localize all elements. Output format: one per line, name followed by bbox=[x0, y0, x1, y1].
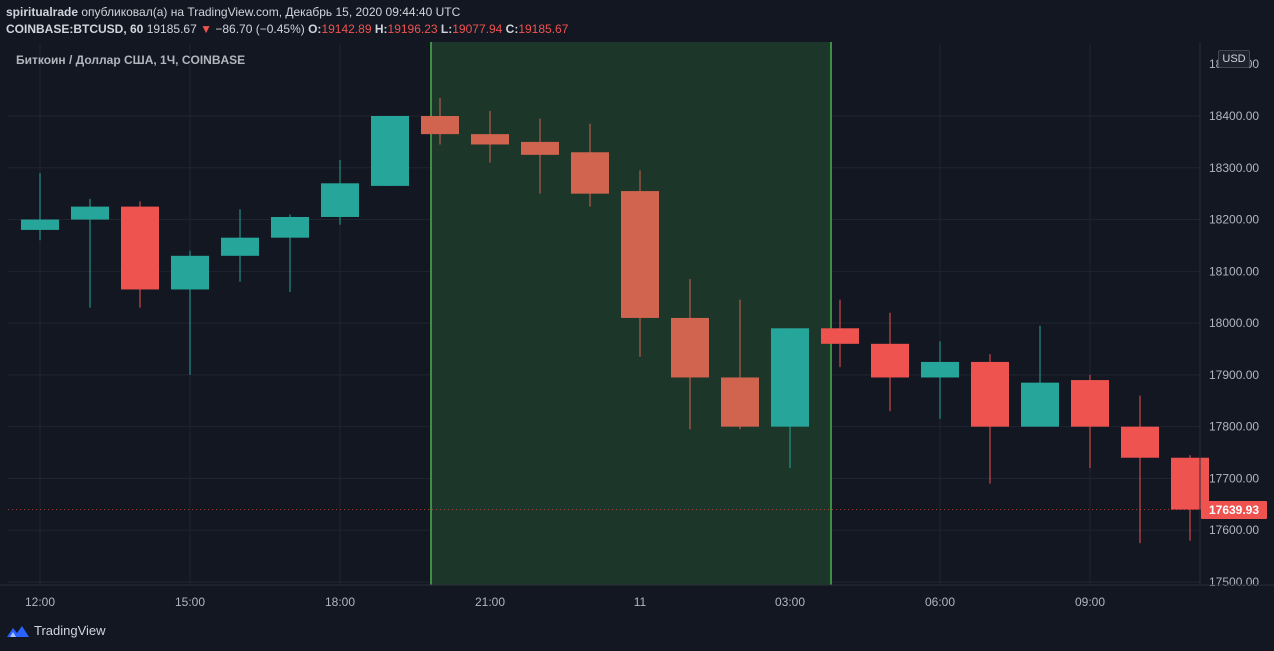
x-tick-label: 12:00 bbox=[25, 595, 55, 609]
candle-body bbox=[1021, 382, 1059, 427]
candlestick-chart[interactable]: 18400.00 18300.00 18200.00 18100.00 18000.00… bbox=[0, 42, 1274, 613]
ohlc-legend: COINBASE:BTCUSD, 60 19185.67 ▼ −86.70 (−… bbox=[6, 22, 568, 36]
candle-body bbox=[171, 255, 209, 290]
close-value: 19185.67 bbox=[518, 22, 569, 36]
x-tick-label: 11 bbox=[634, 595, 647, 609]
last-price: 19185.67 bbox=[146, 22, 197, 36]
close-label: C: bbox=[505, 22, 519, 36]
high-value: 19196.23 bbox=[387, 22, 438, 36]
footer: TradingView bbox=[0, 613, 1274, 651]
candle-body bbox=[421, 116, 459, 135]
x-tick-label: 03:00 bbox=[775, 595, 805, 609]
high-label: H: bbox=[374, 22, 388, 36]
y-tick-label: 17700.00 bbox=[1209, 471, 1259, 485]
candle-body bbox=[871, 343, 909, 378]
last-price-tag: 17639.93 bbox=[1201, 501, 1267, 519]
x-tick-label: 06:00 bbox=[925, 595, 955, 609]
candle-body bbox=[371, 116, 409, 186]
publish-info: spiritualrade опубликовал(а) на TradingV… bbox=[6, 5, 460, 19]
low-value: 19077.94 bbox=[452, 22, 503, 36]
candle-body bbox=[221, 237, 259, 256]
candle-body bbox=[121, 206, 159, 290]
candle-body bbox=[1121, 426, 1159, 458]
candle-body bbox=[1071, 380, 1109, 427]
open-value: 19142.89 bbox=[321, 22, 372, 36]
candle-body bbox=[71, 206, 109, 220]
tradingview-brand: TradingView bbox=[34, 623, 106, 638]
candle-body bbox=[21, 219, 59, 230]
candle-body bbox=[671, 317, 709, 378]
series-label: Биткоин / Доллар США, 1Ч, COINBASE bbox=[16, 53, 246, 67]
candle-body bbox=[571, 152, 609, 194]
price-change: −86.70 (−0.45%) bbox=[215, 22, 305, 36]
x-tick-label: 15:00 bbox=[175, 595, 205, 609]
y-tick-label: 17500.00 bbox=[1209, 575, 1259, 589]
y-tick-label: 17900.00 bbox=[1209, 368, 1259, 382]
candle-body bbox=[1171, 457, 1209, 510]
symbol-label[interactable]: COINBASE:BTCUSD, 60 bbox=[6, 22, 144, 36]
down-arrow-icon: ▼ bbox=[200, 22, 212, 36]
y-tick-label: 17600.00 bbox=[1209, 523, 1259, 537]
x-tick-label: 18:00 bbox=[325, 595, 355, 609]
y-tick-label: 18300.00 bbox=[1209, 161, 1259, 175]
candle-body bbox=[821, 328, 859, 344]
candle-body bbox=[921, 361, 959, 378]
y-tick-label: 18200.00 bbox=[1209, 213, 1259, 227]
x-tick-label: 09:00 bbox=[1075, 595, 1105, 609]
candle-body bbox=[621, 191, 659, 318]
y-tick-label: 18400.00 bbox=[1209, 109, 1259, 123]
y-tick-label: 18000.00 bbox=[1209, 316, 1259, 330]
tradingview-logo[interactable]: TradingView bbox=[6, 623, 106, 638]
low-label: L: bbox=[440, 22, 453, 36]
open-label: O: bbox=[308, 22, 322, 36]
candle-body bbox=[521, 141, 559, 155]
published-text: опубликовал(а) на TradingView.com, Декаб… bbox=[81, 5, 461, 19]
chart-header: spiritualrade опубликовал(а) на TradingV… bbox=[0, 0, 1274, 42]
x-tick-label: 21:00 bbox=[475, 595, 505, 609]
candle-body bbox=[721, 377, 759, 427]
candle-body bbox=[771, 328, 809, 427]
y-tick-label: 18100.00 bbox=[1209, 264, 1259, 278]
tradingview-logo-icon bbox=[7, 625, 29, 637]
candle-body bbox=[271, 216, 309, 238]
candle-body bbox=[471, 134, 509, 145]
candle-body bbox=[321, 183, 359, 217]
candle-body bbox=[971, 361, 1009, 427]
author-name[interactable]: spiritualrade bbox=[6, 5, 79, 19]
currency-badge[interactable]: USD bbox=[1218, 50, 1250, 68]
y-tick-label: 17800.00 bbox=[1209, 420, 1259, 434]
